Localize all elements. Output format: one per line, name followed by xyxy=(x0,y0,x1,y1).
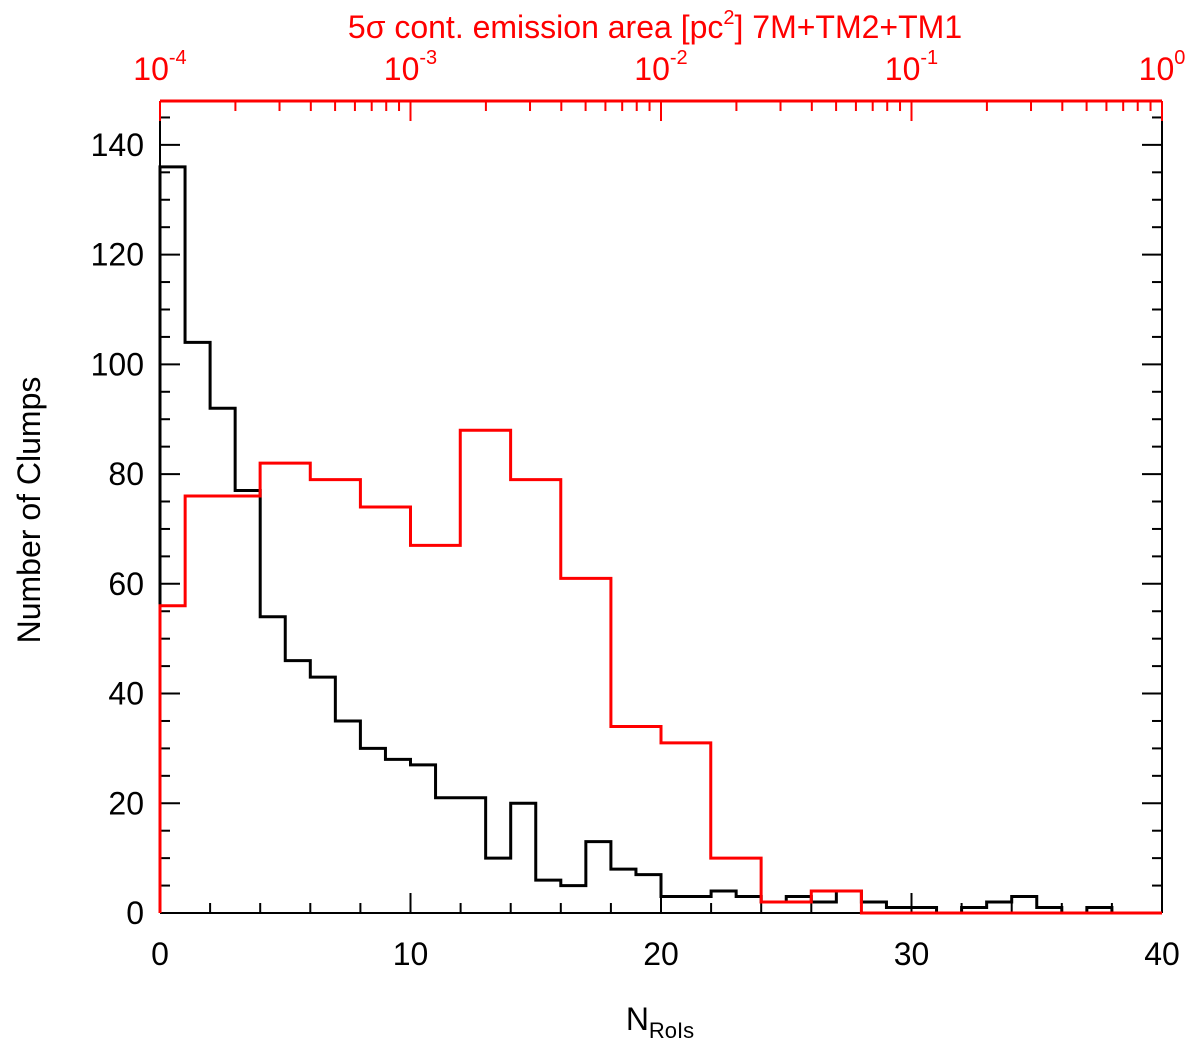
y-tick-label: 20 xyxy=(108,785,144,821)
y-tick-label: 120 xyxy=(91,237,144,273)
histogram-series-nrois xyxy=(158,165,1162,915)
plot-frame xyxy=(159,99,1163,914)
histogram-series-area xyxy=(158,428,1162,915)
y-tick-label: 100 xyxy=(91,346,144,382)
top-x-tick-label: 10-1 xyxy=(885,47,938,87)
top-x-tick-label: 10-2 xyxy=(634,47,687,87)
y-tick-label: 80 xyxy=(108,456,144,492)
y-tick-label: 40 xyxy=(108,676,144,712)
histogram-series xyxy=(158,165,1162,915)
x-tick-label: 40 xyxy=(1144,936,1180,972)
top-axis-title-superscript: 2 xyxy=(723,7,734,29)
x-tick-label: 20 xyxy=(643,936,679,972)
x-tick-label: 30 xyxy=(894,936,930,972)
y-tick-label: 0 xyxy=(126,895,144,931)
x-axis-title: NRoIs xyxy=(626,1001,694,1040)
top-x-tick-label: 10-3 xyxy=(384,47,437,87)
top-axis-title: 5σ cont. emission area [pc2] 7M+TM2+TM1 xyxy=(348,7,962,45)
axis-ticks xyxy=(159,101,1163,914)
top-x-tick-label: 10-4 xyxy=(133,47,186,87)
top-axis-title-prefix: 5σ cont. emission area [pc xyxy=(348,9,723,45)
top-x-tick-label: 100 xyxy=(1139,47,1186,87)
x-axis-title-main: N xyxy=(626,1001,649,1037)
y-axis-title: Number of Clumps xyxy=(11,377,47,644)
y-tick-label: 140 xyxy=(91,127,144,163)
tick-labels: 0 10 20 30 40 0 20 40 60 80 100 120 140 10-4 10-3 10-2 1… xyxy=(91,47,1186,972)
x-tick-label: 0 xyxy=(151,936,169,972)
top-axis-title-suffix: ] 7M+TM2+TM1 xyxy=(735,9,963,45)
y-tick-label: 60 xyxy=(108,566,144,602)
x-axis-title-subscript: RoIs xyxy=(649,1018,694,1040)
x-tick-label: 10 xyxy=(393,936,429,972)
